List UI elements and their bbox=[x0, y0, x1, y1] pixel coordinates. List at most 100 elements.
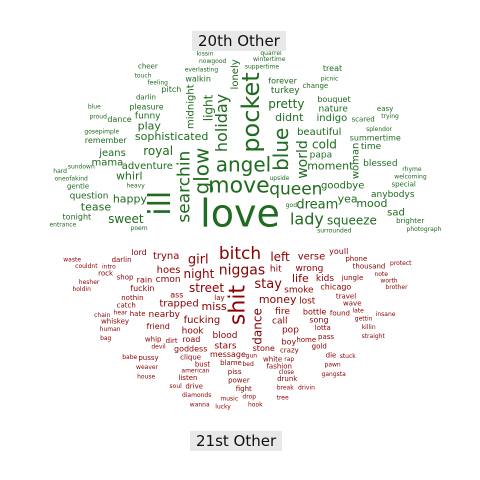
top-word: summertime bbox=[350, 134, 401, 143]
bottom-word: hate bbox=[130, 310, 146, 318]
bottom-word: shit bbox=[225, 285, 250, 326]
bottom-word: kids bbox=[316, 274, 334, 284]
bottom-word: tree bbox=[277, 394, 289, 401]
bottom-word: gold bbox=[312, 343, 327, 351]
top-word: anybodys bbox=[371, 190, 415, 200]
bottom-word: phone bbox=[345, 255, 367, 263]
top-word: lady bbox=[290, 210, 324, 229]
bottom-word: die bbox=[326, 352, 337, 360]
top-word: sweet bbox=[108, 212, 144, 226]
top-word: goodbye bbox=[321, 181, 364, 192]
bottom-word: verse bbox=[298, 251, 326, 262]
bottom-word: night bbox=[183, 267, 214, 281]
bottom-word: life bbox=[292, 272, 309, 285]
bottom-word: fashion bbox=[266, 362, 292, 370]
top-word: turkey bbox=[271, 86, 300, 96]
bottom-word: street bbox=[189, 281, 224, 295]
bottom-word: brother bbox=[385, 284, 408, 291]
top-word: nature bbox=[318, 104, 348, 114]
top-word: sophisticated bbox=[135, 130, 208, 143]
bottom-word: pawn bbox=[325, 361, 341, 368]
bottom-word: hook bbox=[182, 326, 205, 336]
bottom-word: insane bbox=[376, 311, 396, 318]
top-word: gentle bbox=[67, 182, 89, 190]
top-word: upside bbox=[269, 175, 289, 182]
bottom-word: blood bbox=[213, 331, 238, 341]
bottom-word: song bbox=[309, 316, 328, 325]
bottom-word: bitch bbox=[219, 244, 261, 264]
bottom-word: wanna bbox=[190, 402, 210, 409]
bottom-word: break bbox=[277, 385, 295, 392]
bottom-word: note bbox=[374, 271, 388, 278]
top-word: blue bbox=[88, 103, 101, 110]
bottom-word: worth bbox=[380, 277, 397, 284]
top-word: indigo bbox=[317, 113, 348, 124]
bottom-word: human bbox=[100, 326, 121, 333]
top-word: sad bbox=[387, 208, 405, 219]
bottom-word: thousand bbox=[353, 262, 386, 270]
bottom-word: nearby bbox=[149, 310, 181, 320]
bottom-word: hoes bbox=[157, 265, 181, 276]
bottom-word: listen bbox=[178, 374, 197, 382]
top-word: sundown bbox=[68, 163, 95, 170]
bottom-word: call bbox=[272, 317, 287, 327]
bottom-word: lost bbox=[299, 296, 316, 306]
bottom-word: ass bbox=[170, 290, 183, 299]
bottom-word: blame bbox=[220, 359, 242, 367]
top-word: lonely bbox=[230, 59, 241, 89]
bottom-word: weaver bbox=[136, 364, 159, 371]
top-word: dream bbox=[296, 197, 338, 212]
top-word: oneofakind bbox=[54, 176, 88, 183]
top-word: surrounded bbox=[317, 227, 351, 234]
bottom-word: girl bbox=[188, 252, 209, 267]
bottom-word: fire bbox=[275, 307, 290, 317]
top-word: dance bbox=[107, 115, 131, 124]
bottom-word: pussy bbox=[138, 354, 158, 362]
top-word: forever bbox=[268, 77, 297, 86]
bottom-word: waste bbox=[63, 256, 81, 263]
bottom-word: drive bbox=[185, 382, 203, 390]
bottom-word: fucking bbox=[184, 315, 221, 326]
top-word: hard bbox=[53, 168, 67, 175]
top-word: pretty bbox=[268, 97, 304, 111]
bottom-word: found bbox=[330, 310, 350, 318]
bottom-word: lotta bbox=[315, 324, 331, 332]
bottom-word: wave bbox=[343, 300, 361, 308]
bottom-word: smoke bbox=[284, 286, 314, 296]
top-word: pitch bbox=[161, 85, 181, 94]
bottom-word: drivin bbox=[298, 384, 315, 391]
top-word: tease bbox=[81, 201, 112, 214]
top-word: scared bbox=[351, 115, 374, 123]
bottom-word: babe bbox=[122, 354, 137, 361]
top-word: poem bbox=[131, 225, 148, 232]
bottom-word: late bbox=[352, 307, 364, 314]
bottom-word: wrong bbox=[296, 264, 324, 274]
top-word: play bbox=[138, 120, 162, 133]
bottom-word: fight bbox=[236, 385, 252, 393]
bottom-word: rap bbox=[284, 356, 294, 363]
top-word: adventure bbox=[122, 161, 173, 172]
bottom-word: rock bbox=[98, 269, 114, 277]
bottom-word: pop bbox=[282, 326, 299, 336]
bottom-word: nothin bbox=[121, 294, 143, 302]
top-word: papa bbox=[310, 151, 332, 161]
top-word: beautiful bbox=[297, 127, 341, 138]
bottom-word: trapped bbox=[159, 299, 198, 310]
top-word: love bbox=[200, 191, 280, 235]
bottom-word: stone bbox=[253, 344, 275, 353]
bottom-word: white bbox=[263, 355, 282, 363]
top-word: feeling bbox=[147, 79, 168, 86]
top-word: moment bbox=[307, 159, 354, 172]
bottom-word: left bbox=[270, 250, 290, 264]
bottom-word: fuckin bbox=[130, 284, 154, 293]
top-group-label: 20th Other bbox=[192, 31, 286, 51]
top-word: entrance bbox=[49, 222, 76, 229]
bottom-word: close bbox=[279, 369, 295, 376]
bottom-word: boy bbox=[282, 337, 297, 346]
bottom-word: whiskey bbox=[101, 318, 129, 326]
bottom-word: straight bbox=[362, 333, 386, 340]
top-word: yea bbox=[338, 192, 358, 205]
bottom-word: bed bbox=[243, 361, 255, 368]
top-word: darlin bbox=[136, 93, 156, 101]
